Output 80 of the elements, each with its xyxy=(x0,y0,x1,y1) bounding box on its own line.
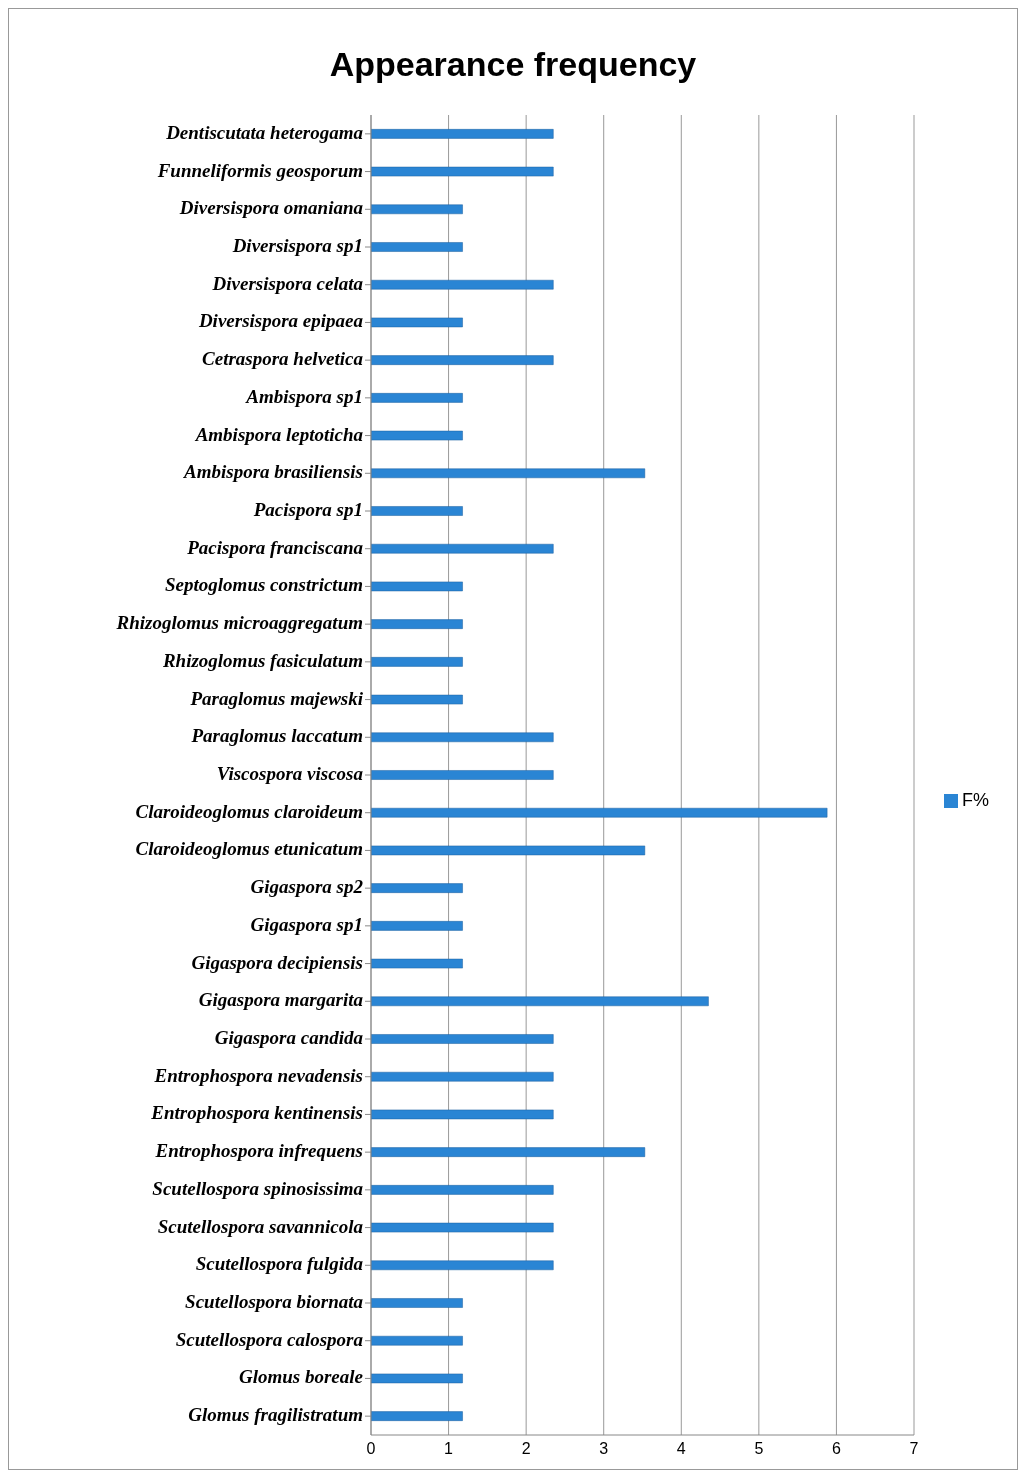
bar xyxy=(371,1147,646,1157)
y-tick-label: Pacispora sp1 xyxy=(252,499,363,520)
y-tick-label: Paraglomus majewski xyxy=(189,687,364,709)
y-tick-label: Pacispora franciscana xyxy=(186,536,364,558)
y-tick-label: Scutellospora fulgida xyxy=(195,1253,364,1275)
bar xyxy=(371,1260,554,1271)
y-tick-label: Diversispora omaniana xyxy=(178,197,364,219)
y-tick-label: Diversispora celata xyxy=(211,272,364,294)
bar xyxy=(371,619,463,629)
bar xyxy=(371,506,463,516)
bar xyxy=(371,1109,554,1120)
y-tick-label: Rhizoglomus microaggregatum xyxy=(115,612,363,634)
bar xyxy=(371,694,463,705)
legend-label: F% xyxy=(962,789,989,810)
bar xyxy=(371,657,463,667)
y-tick-label: Gigaspora candida xyxy=(214,1027,364,1048)
x-tick-label: 7 xyxy=(909,1440,919,1458)
bar xyxy=(371,732,554,743)
x-tick-label: 5 xyxy=(754,1440,764,1458)
bar xyxy=(371,1335,463,1346)
y-tick-label: Scutellospora biornata xyxy=(185,1291,364,1312)
bar xyxy=(371,129,554,139)
y-tick-label: Gigaspora sp1 xyxy=(250,913,363,935)
bar xyxy=(371,279,554,290)
y-tick-label: Rhizoglomus fasiculatum xyxy=(161,649,363,671)
y-tick-label: Viscospora viscosa xyxy=(216,763,364,784)
y-tick-label: Glomus boreale xyxy=(238,1366,364,1388)
y-tick-label: Diversispora epipaea xyxy=(197,310,364,332)
x-tick-label: 6 xyxy=(831,1440,841,1458)
bar xyxy=(371,1298,463,1308)
y-tick-label: Gigaspora margarita xyxy=(198,989,364,1011)
bar xyxy=(371,807,828,818)
x-tick-label: 2 xyxy=(521,1440,531,1458)
y-tick-label: Glomus fragilistratum xyxy=(188,1404,363,1426)
bar xyxy=(371,958,463,969)
y-tick-label: Dentiscutata heterogama xyxy=(165,121,364,143)
y-tick-label: Entrophospora kentinensis xyxy=(150,1102,363,1124)
bar xyxy=(371,1034,554,1044)
bar xyxy=(371,921,463,931)
bar xyxy=(371,1411,463,1421)
bar xyxy=(371,845,646,856)
bar xyxy=(371,1222,554,1233)
bar xyxy=(371,1185,554,1195)
x-tick-label: 3 xyxy=(599,1440,609,1458)
y-tick-label: Diversispora sp1 xyxy=(231,235,363,256)
bar xyxy=(371,996,709,1007)
y-tick-label: Claroideoglomus claroideum xyxy=(135,800,363,822)
bar xyxy=(371,1071,554,1082)
y-tick-label: Ambispora brasiliensis xyxy=(183,461,363,483)
bar xyxy=(371,317,463,328)
y-tick-label: Septoglomus constrictum xyxy=(165,574,363,596)
y-tick-label: Entrophospora nevadensis xyxy=(153,1064,363,1086)
y-tick-label: Funneliformis geosporum xyxy=(156,159,363,181)
bar xyxy=(371,355,554,365)
y-tick-label: Entrophospora infrequens xyxy=(154,1140,363,1162)
chart-title: Appearance frequency xyxy=(328,44,698,85)
bar xyxy=(371,770,554,780)
y-tick-label: Paraglomus laccatum xyxy=(190,725,363,747)
y-tick-label: Scutellospora spinosissima xyxy=(152,1177,364,1199)
bar xyxy=(371,242,463,252)
y-tick-label: Ambispora sp1 xyxy=(245,385,363,407)
bar xyxy=(371,204,463,215)
bar xyxy=(371,468,646,479)
bar xyxy=(371,1373,463,1384)
y-tick-label: Scutellospora savannicola xyxy=(157,1215,364,1237)
y-tick-label: Scutellospora calospora xyxy=(175,1328,364,1350)
x-tick-label: 1 xyxy=(444,1440,454,1458)
bar xyxy=(371,393,463,403)
y-tick-label: Gigaspora decipiensis xyxy=(191,951,363,973)
y-tick-label: Gigaspora sp2 xyxy=(250,876,364,898)
bar xyxy=(371,430,463,441)
x-tick-label: 4 xyxy=(676,1440,686,1458)
y-tick-label: Cetraspora helvetica xyxy=(202,348,364,370)
bar xyxy=(371,543,554,554)
bar xyxy=(371,581,463,592)
y-tick-label: Ambispora leptoticha xyxy=(194,423,364,445)
y-tick-label: Claroideoglomus etunicatum xyxy=(135,838,363,860)
bar xyxy=(371,166,554,177)
bar xyxy=(371,883,463,893)
x-tick-label: 0 xyxy=(366,1440,376,1458)
